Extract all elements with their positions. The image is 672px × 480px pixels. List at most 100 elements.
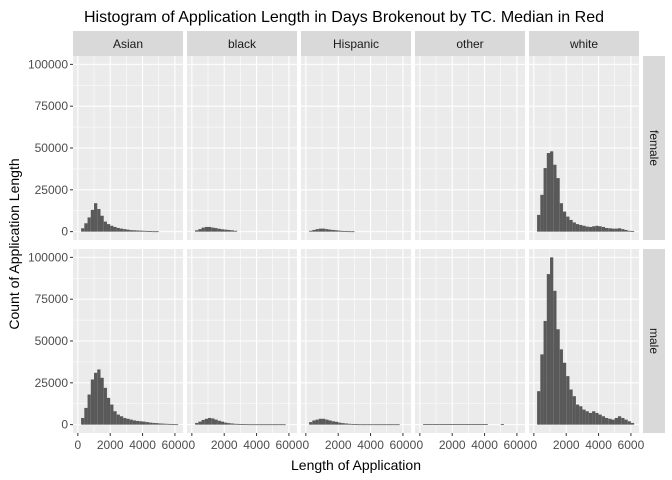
histogram-bar [145,422,150,425]
histogram-bar [621,229,625,232]
histogram-bar [116,414,120,425]
histogram-bar [171,424,175,425]
histogram-bar [341,230,345,232]
histogram-bar [627,421,631,425]
histogram-bar [588,412,593,425]
facet-panels [73,56,639,433]
histogram-bar [582,225,586,232]
histogram-bar [624,229,628,232]
histogram-bar [331,421,335,425]
histogram-bar [139,230,143,232]
histogram-bar [630,231,635,232]
histogram-bar [455,424,459,425]
histogram-bar [165,423,169,425]
histogram-bar [211,418,215,425]
histogram-bar [90,209,95,232]
histogram-bar [569,389,573,425]
y-axis: 0 25000 50000 75000 100000 0 25000 50000 75000 10… [28,57,73,432]
histogram-bar [471,424,475,425]
histogram-bar [174,424,179,426]
strip-other: other [415,31,525,56]
histogram-bar [380,424,384,426]
y-tick-label: 50000 [35,334,69,348]
histogram-bar [233,423,238,425]
facet-panel-male-hispanic [301,249,411,433]
x-axis-title: Length of Application [291,457,421,473]
histogram-bar [389,424,394,426]
histogram-bar [279,424,283,426]
histogram-bar [474,424,479,425]
histogram-bar [442,424,446,425]
column-strip-label: black [228,37,257,51]
histogram-bar [240,424,244,425]
histogram-bar [611,419,615,425]
x-tick-label: 4000 [585,438,612,452]
histogram-bar [155,231,159,233]
histogram-bar [386,424,390,426]
strip-background [301,31,411,56]
histogram-bar [550,151,554,232]
histogram-bar [347,231,352,233]
histogram-bar [334,230,339,232]
histogram-bar [595,225,599,232]
histogram-bar [393,424,397,426]
histogram-bar [322,228,326,232]
histogram-bar [354,424,358,425]
histogram-bar [481,424,485,425]
y-tick-label: 100000 [28,250,68,264]
strip-background [643,56,665,240]
column-strip-label: white [569,37,598,51]
histogram-bar [605,417,609,425]
histogram-bar [598,226,602,232]
histogram-bar [367,424,371,426]
histogram-bar [370,424,374,426]
y-tick-label: 0 [61,225,68,239]
histogram-bar [263,424,267,426]
histogram-bar [624,419,628,425]
histogram-bar [338,422,342,425]
x-tick-label: 6000 [390,438,417,452]
row-strip-label: female [647,130,661,166]
histogram-bar [617,228,622,232]
facet-panel-female-hispanic [301,56,411,240]
histogram-bar [331,229,335,232]
histogram-bar [198,229,202,232]
histogram-bar [217,228,221,232]
histogram-bar [227,229,231,232]
histogram-bar [436,424,440,425]
histogram-bar [582,409,586,425]
histogram-bar [250,424,254,426]
histogram-bar [439,424,443,425]
histogram-bar [423,424,427,425]
histogram-bar [220,421,225,425]
histogram-bar [579,406,583,425]
histogram-bar [224,229,228,232]
histogram-bar [546,274,551,425]
y-tick-label: 100000 [28,57,68,71]
histogram-bar [106,397,111,425]
histogram-bar [269,424,273,426]
x-tick-label: 2000 [325,438,352,452]
column-strip-label: Asian [113,37,143,51]
histogram-bar [318,418,323,425]
histogram-bar [553,290,557,425]
histogram-bar [373,424,378,426]
histogram-bar [543,320,547,425]
histogram-bar [90,379,95,425]
strip-background [415,31,525,56]
facet-strips: Asian black Hispanic other white female male [73,31,665,433]
facet-panel-male-other [415,249,525,433]
strip-background [187,31,297,56]
histogram-bar [334,421,339,425]
histogram-bar [347,423,352,425]
strip-hispanic: Hispanic [301,31,411,56]
histogram-bar [204,418,209,425]
histogram-bar [598,414,602,425]
histogram-bar [458,424,462,425]
histogram-bar [227,423,231,425]
x-tick-label: 2000 [211,438,238,452]
histogram-bar [351,231,355,233]
histogram-bar [237,423,241,425]
histogram-bar [195,422,199,425]
histogram-bar [201,419,205,425]
